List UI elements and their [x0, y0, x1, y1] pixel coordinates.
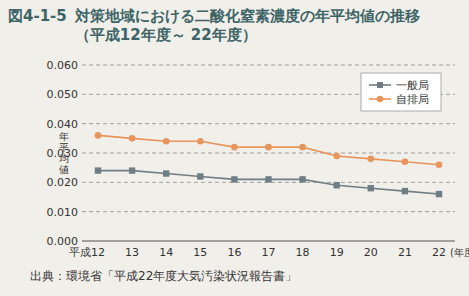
- x-tick-label: 21: [398, 246, 412, 259]
- point: [402, 188, 408, 194]
- y-axis-label-char: 均: [58, 153, 69, 164]
- x-tick-label: 17: [262, 246, 276, 259]
- title-block: 図4-1-5対策地域における二酸化窒素濃度の年平均値の推移（平成12年度～ 22…: [8, 7, 447, 45]
- legend-label: 一般局: [396, 79, 429, 92]
- legend: 一般局自排局: [361, 73, 441, 111]
- legend-label: 自排局: [396, 93, 429, 106]
- source: 出典：環境省「平成22年度大気汚染状況報告書」: [30, 268, 297, 285]
- legend-box: [361, 73, 441, 111]
- x-tick-label: 15: [193, 246, 207, 259]
- point: [402, 159, 409, 166]
- point: [265, 144, 272, 151]
- point: [368, 156, 375, 163]
- title: 対策地域における二酸化窒素濃度の年平均値の推移（平成12年度～ 22年度）: [75, 7, 447, 45]
- figure-label: 図4-1-5: [8, 7, 67, 45]
- point: [299, 176, 305, 182]
- point: [231, 144, 238, 151]
- grid-line: [82, 65, 455, 66]
- point: [265, 176, 271, 182]
- y-tick-label: 0.010: [47, 206, 79, 219]
- point: [163, 170, 169, 176]
- series-line: [98, 171, 439, 194]
- y-axis-label-char: 年: [59, 131, 69, 142]
- grid-line: [82, 123, 455, 124]
- point: [231, 176, 237, 182]
- x-axis-label: (年度): [450, 247, 469, 258]
- legend-marker: [377, 96, 383, 102]
- point: [163, 138, 170, 145]
- x-tick-label: 13: [125, 246, 139, 259]
- chart: 0.0000.0100.0200.0300.0400.0500.060年平均値平…: [0, 0, 469, 296]
- x-tick-label: 22: [432, 246, 446, 259]
- x-tick-label: 14: [159, 246, 173, 259]
- series-line: [98, 135, 439, 164]
- y-axis-label-char: 平: [59, 142, 69, 153]
- x-tick-label: 20: [364, 246, 378, 259]
- y-axis-label: 年平均値: [58, 131, 69, 175]
- point: [129, 167, 135, 173]
- x-tick-label: 19: [330, 246, 344, 259]
- point: [334, 182, 340, 188]
- y-tick-label: 0.040: [47, 118, 79, 131]
- grid-line: [82, 211, 455, 212]
- plot-marks: [95, 132, 443, 197]
- point: [129, 135, 136, 142]
- point: [436, 161, 443, 168]
- x-tick-label: 平成12: [69, 246, 105, 259]
- point: [197, 138, 204, 145]
- point: [197, 173, 203, 179]
- grid-line: [82, 153, 455, 154]
- x-tick-label: 16: [227, 246, 241, 259]
- point: [95, 132, 102, 139]
- legend-marker: [377, 82, 383, 88]
- y-axis-label-char: 値: [59, 164, 69, 175]
- point: [368, 185, 374, 191]
- point: [299, 144, 306, 151]
- x-tick-label: 18: [296, 246, 310, 259]
- y-tick-label: 0.060: [47, 59, 79, 72]
- point: [95, 167, 101, 173]
- point: [436, 191, 442, 197]
- y-tick-label: 0.050: [47, 88, 79, 101]
- baseline: [82, 240, 455, 241]
- point: [333, 153, 340, 160]
- y-tick-label: 0.020: [47, 176, 79, 189]
